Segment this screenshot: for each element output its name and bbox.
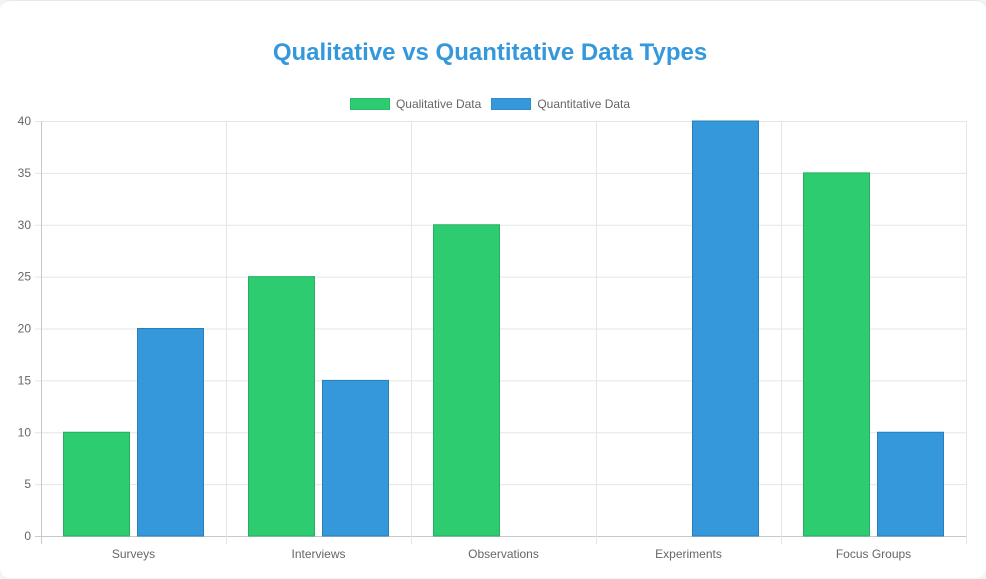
legend-item-quantitative[interactable]: Quantitative Data	[491, 97, 630, 111]
bar-quantitative	[322, 379, 389, 537]
legend-swatch-qualitative	[349, 98, 390, 110]
legend-swatch-quantitative	[491, 98, 532, 110]
bar-quantitative	[692, 120, 759, 537]
bar-quantitative	[877, 431, 944, 537]
x-tick-label: Experiments	[655, 547, 722, 561]
bar-qualitative	[803, 172, 870, 537]
y-tick-label: 25	[18, 270, 32, 284]
bar-qualitative	[433, 224, 500, 537]
y-tick-label: 0	[24, 529, 31, 543]
y-tick-label: 5	[24, 477, 31, 491]
x-tick-label: Surveys	[112, 547, 155, 561]
y-tick-label: 20	[18, 322, 32, 336]
y-tick-label: 35	[18, 166, 32, 180]
legend-item-qualitative[interactable]: Qualitative Data	[349, 97, 482, 111]
chart-legend: Qualitative Data Quantitative Data	[0, 97, 980, 111]
y-tick-label: 15	[18, 373, 32, 387]
bar-quantitative	[137, 328, 204, 537]
y-tick-label: 40	[18, 114, 32, 128]
x-tick-label: Interviews	[291, 547, 345, 561]
legend-label-qualitative: Qualitative Data	[395, 97, 482, 111]
y-tick-label: 10	[18, 425, 32, 439]
bar-qualitative	[63, 431, 130, 537]
chart-title: Qualitative vs Quantitative Data Types	[272, 39, 708, 66]
y-tick-label: 30	[18, 218, 32, 232]
x-tick-label: Focus Groups	[836, 547, 911, 561]
bar-qualitative	[248, 276, 315, 537]
legend-label-quantitative: Quantitative Data	[537, 97, 631, 111]
x-tick-label: Observations	[468, 547, 539, 561]
